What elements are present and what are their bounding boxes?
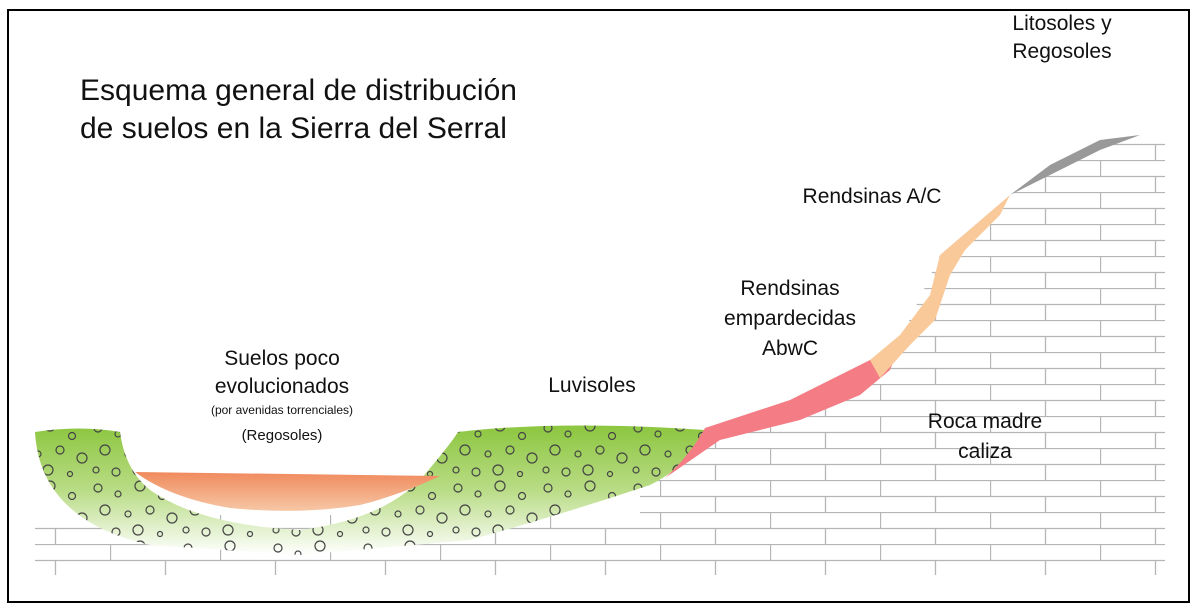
label: AbwC — [762, 337, 818, 360]
label: Suelos poco — [224, 347, 340, 370]
label: Rendsinas — [740, 277, 839, 300]
label: (Regosoles) — [242, 427, 323, 444]
label: Litosoles y — [1012, 12, 1112, 35]
label: evolucionados — [215, 375, 349, 398]
label: caliza — [958, 440, 1012, 463]
label: Rendsinas A/C — [803, 185, 942, 208]
title-line: de suelos en la Sierra del Serral — [80, 112, 507, 145]
label: Regosoles — [1012, 40, 1111, 63]
label: empardecidas — [724, 307, 856, 330]
label: Roca madre — [928, 410, 1042, 433]
diagram: Esquema general de distribución de suelo… — [0, 0, 1190, 603]
label: (por avenidas torrenciales) — [211, 403, 353, 417]
title-line: Esquema general de distribución — [80, 74, 517, 107]
label: Luvisoles — [548, 374, 636, 397]
